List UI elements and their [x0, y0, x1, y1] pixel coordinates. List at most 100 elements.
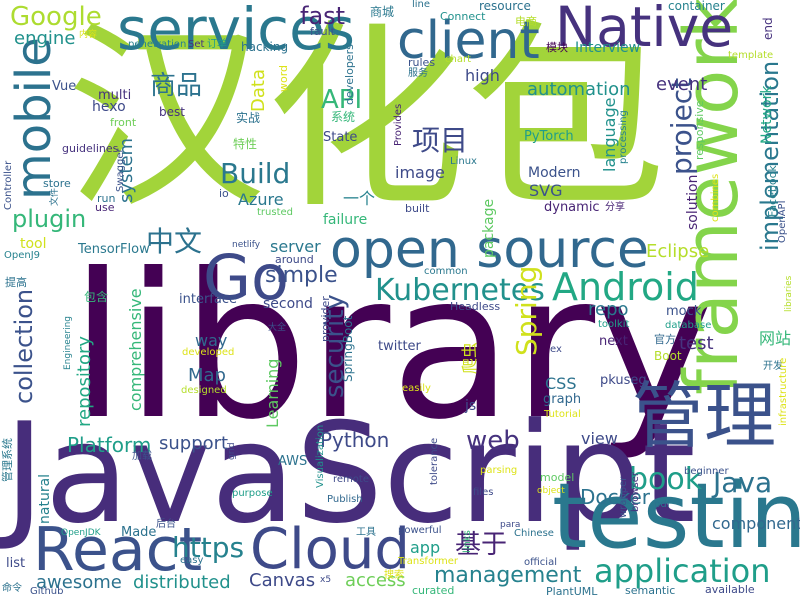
- word: use: [95, 201, 115, 214]
- word: support: [159, 433, 229, 454]
- word: trusted: [257, 207, 294, 218]
- word: grid: [227, 442, 237, 460]
- word: Provides: [393, 103, 404, 146]
- word: server: [270, 237, 321, 256]
- word: Data: [248, 69, 269, 112]
- word: collection: [10, 288, 38, 404]
- word: 基于: [455, 530, 508, 560]
- word: multi: [98, 88, 132, 103]
- word: Azure: [238, 190, 284, 209]
- word: Swagger: [115, 148, 126, 192]
- word: component: [712, 514, 800, 533]
- word: designed: [181, 385, 227, 396]
- word: word: [277, 64, 290, 92]
- word: resource: [479, 0, 531, 13]
- word: template: [728, 50, 774, 61]
- word: ex: [550, 344, 562, 355]
- word: 服务: [408, 68, 428, 79]
- word: graph: [543, 392, 582, 407]
- word: 工具: [356, 527, 376, 538]
- word: 包含: [84, 290, 109, 304]
- word: React: [33, 515, 203, 585]
- word: official: [524, 557, 557, 568]
- word: developers: [343, 44, 356, 105]
- word: Platform: [67, 433, 152, 457]
- word: 后台: [156, 519, 176, 530]
- word: processing: [618, 110, 629, 164]
- word: Python: [320, 428, 390, 452]
- word: second: [263, 296, 313, 312]
- word: powerful: [398, 525, 442, 536]
- word: 中文: [146, 225, 203, 258]
- word: 一个: [343, 189, 376, 208]
- word: 商品: [150, 71, 203, 101]
- word: pdf: [654, 499, 671, 510]
- word: testing: [552, 464, 800, 569]
- word: x5: [320, 575, 332, 585]
- word: curated: [412, 584, 455, 597]
- word: Google: [10, 2, 102, 32]
- word: repo: [588, 299, 629, 320]
- word: high: [465, 66, 500, 85]
- word: 加载: [132, 451, 152, 462]
- word: io: [219, 187, 229, 200]
- word: dynamic: [544, 200, 600, 215]
- word: easy: [180, 555, 204, 566]
- word: natural: [37, 473, 53, 524]
- word: built: [405, 202, 430, 215]
- word: Chinese: [514, 528, 554, 539]
- word: easily: [402, 383, 431, 394]
- word: Github: [30, 586, 64, 597]
- word: Connect: [440, 10, 486, 23]
- word: 项目: [412, 124, 469, 157]
- word: infrastructure: [778, 357, 789, 426]
- word: PlantUML: [546, 585, 598, 598]
- word: engine: [14, 28, 76, 49]
- word: repository: [74, 335, 95, 427]
- word: State: [323, 130, 358, 145]
- word: interface: [179, 292, 237, 307]
- word: responsive: [693, 100, 706, 160]
- word: Canvas: [249, 570, 316, 591]
- word: 网站: [759, 329, 792, 348]
- word: js: [465, 398, 477, 414]
- word: Transformer: [398, 556, 459, 567]
- word: view: [581, 429, 618, 448]
- word: library: [70, 231, 714, 464]
- word: TensorFlow: [78, 242, 150, 257]
- word: Native: [555, 0, 734, 59]
- word: 开发: [763, 361, 783, 372]
- word: penetration: [128, 39, 187, 50]
- word: awesome: [36, 572, 122, 593]
- word: Ethical: [394, 186, 435, 200]
- word: failure: [323, 212, 368, 228]
- word: OpenAPI: [777, 200, 788, 243]
- word: beginner: [684, 466, 729, 477]
- word: Android: [552, 265, 699, 309]
- word: tolerance: [429, 437, 440, 485]
- word: Set: [188, 39, 205, 50]
- word: line: [412, 0, 431, 10]
- word: twitter: [378, 339, 421, 354]
- word: access: [345, 570, 406, 591]
- word: database: [665, 320, 712, 331]
- word: browser: [630, 471, 641, 512]
- word: 电商: [515, 15, 537, 28]
- word: hexo: [92, 99, 126, 115]
- word: guidelines: [62, 142, 119, 155]
- word: end: [761, 17, 775, 40]
- word: https: [172, 531, 245, 564]
- word: developed: [182, 347, 235, 358]
- word: links: [462, 530, 473, 553]
- word: para: [500, 520, 521, 530]
- word: hacking: [241, 40, 289, 54]
- word: remote: [333, 474, 369, 485]
- word: Made: [121, 525, 157, 540]
- word: wrapper: [618, 476, 629, 518]
- word: solution: [685, 174, 701, 230]
- word: way: [195, 331, 228, 350]
- word: 模块: [546, 41, 568, 54]
- word: common: [424, 266, 468, 277]
- word: SVG: [529, 181, 563, 200]
- word: 商城: [370, 5, 395, 19]
